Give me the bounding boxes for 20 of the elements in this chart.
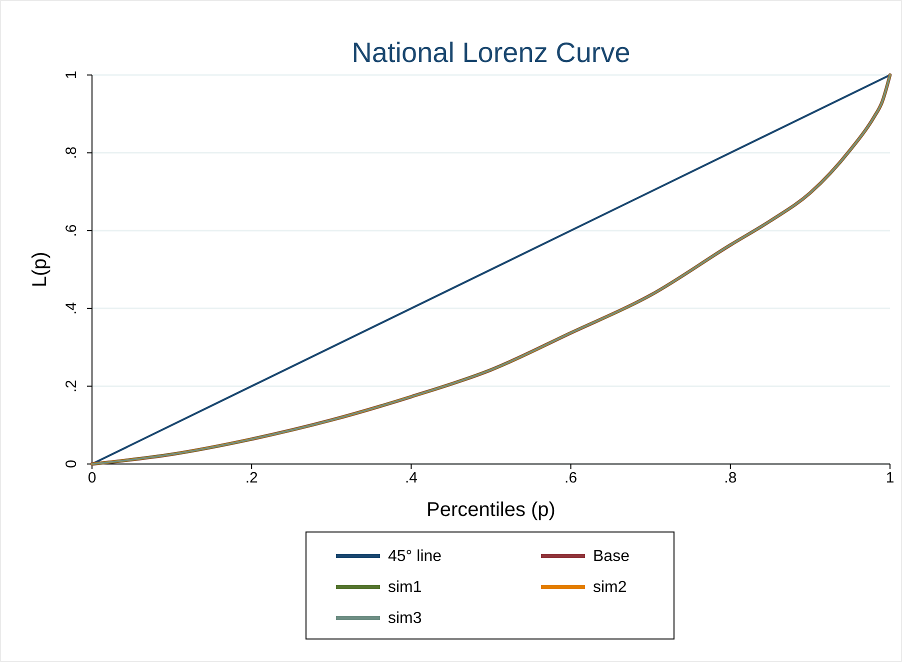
y-tick-label: .2 xyxy=(63,380,80,392)
legend-label: 45° line xyxy=(388,548,442,565)
y-tick-label: .6 xyxy=(63,224,80,237)
y-tick-label: 0 xyxy=(63,460,80,468)
x-tick-label: .8 xyxy=(724,470,737,487)
x-tick-label: .2 xyxy=(245,470,258,487)
x-tick-label: .6 xyxy=(564,470,578,487)
y-tick-label: .8 xyxy=(63,146,80,160)
y-tick-label: 1 xyxy=(63,70,80,80)
x-tick-label: .4 xyxy=(404,470,418,487)
y-axis-title: L(p) xyxy=(29,252,51,288)
y-tick-label: .4 xyxy=(63,302,80,315)
legend-label: sim2 xyxy=(593,579,627,596)
legend-label: Base xyxy=(593,548,630,565)
chart-title: National Lorenz Curve xyxy=(352,37,630,68)
x-tick-label: 1 xyxy=(886,470,894,487)
x-tick-label: 0 xyxy=(88,470,96,487)
legend-label: sim1 xyxy=(388,579,422,596)
x-axis-title: Percentiles (p) xyxy=(426,499,556,521)
legend-label: sim3 xyxy=(388,610,422,627)
